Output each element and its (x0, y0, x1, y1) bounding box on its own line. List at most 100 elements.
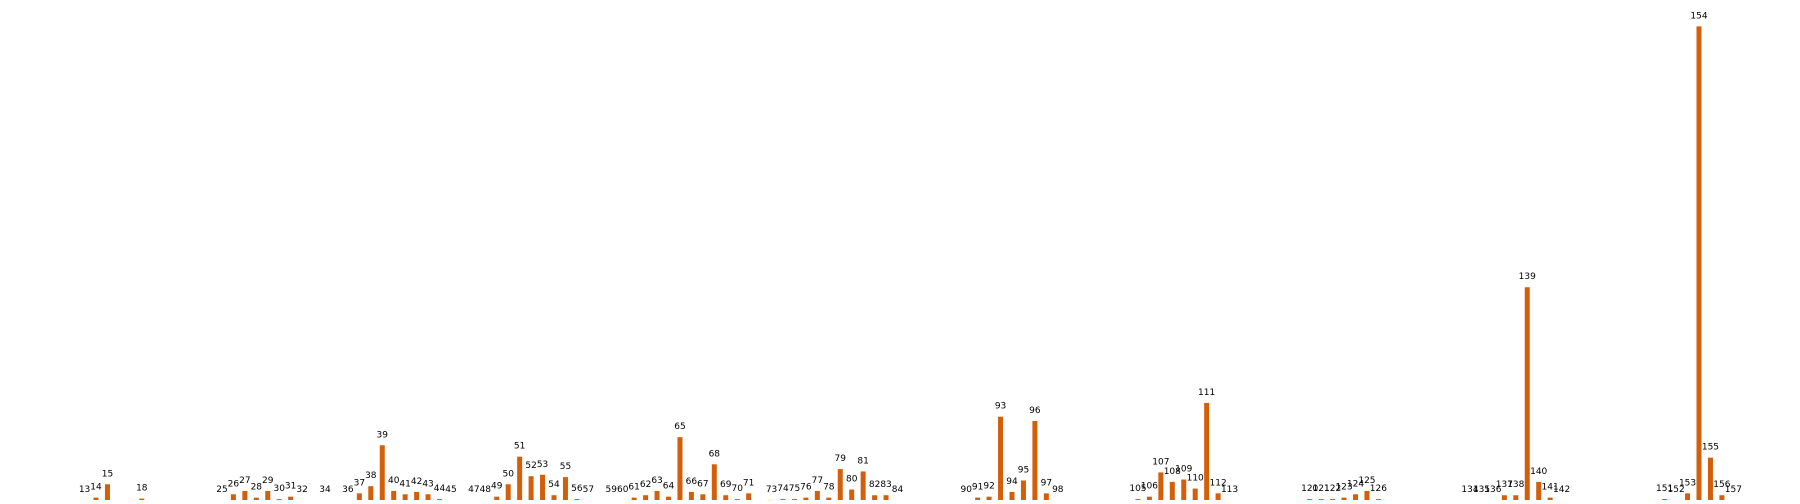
bar-111 (1204, 402, 1210, 500)
bar-50 (505, 484, 511, 500)
bar-label-62: 62 (640, 480, 651, 490)
bar-label-95: 95 (1018, 465, 1029, 475)
bar-31 (288, 496, 294, 500)
bar-label-40: 40 (388, 476, 400, 486)
bar-label-57: 57 (583, 485, 594, 495)
bar-69 (723, 495, 729, 500)
bar-label-98: 98 (1052, 485, 1064, 495)
bar-139 (1524, 287, 1530, 500)
bar-80 (849, 489, 855, 500)
bar-83 (883, 495, 889, 500)
bar-label-42: 42 (411, 477, 422, 487)
bar-125 (1364, 490, 1370, 500)
bar-label-84: 84 (892, 485, 904, 495)
bar-label-45: 45 (445, 485, 456, 495)
bar-label-123: 123 (1335, 483, 1352, 493)
bar-label-53: 53 (537, 460, 548, 470)
bar-62 (643, 495, 649, 500)
bar-124 (1353, 494, 1358, 500)
bar-26 (230, 494, 236, 500)
bar-55 (562, 477, 568, 500)
bar-label-26: 26 (228, 479, 240, 489)
bar-label-92: 92 (983, 482, 994, 492)
bar-label-106: 106 (1141, 482, 1158, 492)
bar-154 (1696, 26, 1702, 500)
bar-label-56: 56 (571, 484, 583, 494)
bar-label-49: 49 (491, 482, 503, 492)
bar-79 (837, 469, 843, 500)
bar-label-77: 77 (812, 476, 823, 486)
bar-label-59: 59 (606, 485, 618, 495)
bar-108 (1169, 481, 1175, 500)
bar-label-122: 122 (1324, 484, 1341, 494)
bar-label-113: 113 (1221, 485, 1238, 495)
bar-label-155: 155 (1702, 443, 1719, 453)
bar-label-79: 79 (835, 454, 847, 464)
bar-43 (425, 494, 431, 500)
bar-95 (1020, 480, 1026, 500)
bar-61 (631, 497, 637, 500)
bars-layer (93, 26, 1725, 500)
bar-label-156: 156 (1713, 480, 1730, 490)
bar-label-126: 126 (1370, 484, 1387, 494)
bar-18 (139, 498, 145, 500)
bar-label-153: 153 (1679, 478, 1696, 488)
bar-141 (1547, 497, 1553, 500)
bar-28 (253, 497, 259, 500)
bar-label-97: 97 (1041, 478, 1052, 488)
bar-label-82: 82 (869, 480, 880, 490)
bar-label-121: 121 (1313, 484, 1330, 494)
bar-label-154: 154 (1690, 11, 1707, 21)
bar-156 (1719, 495, 1725, 500)
bar-93 (998, 416, 1004, 500)
bar-label-105: 105 (1129, 484, 1146, 494)
bar-37 (356, 493, 362, 500)
bar-label-65: 65 (674, 422, 685, 432)
bar-81 (860, 471, 866, 500)
bar-label-74: 74 (777, 484, 789, 494)
bar-110 (1192, 488, 1198, 500)
bar-54 (551, 495, 557, 500)
bar-49 (494, 496, 500, 500)
bar-label-125: 125 (1358, 476, 1375, 486)
bar-label-34: 34 (319, 485, 331, 495)
bar-51 (517, 456, 523, 500)
bar-label-38: 38 (365, 471, 377, 481)
bar-label-80: 80 (846, 475, 858, 485)
bar-label-66: 66 (686, 477, 698, 487)
bar-82 (872, 495, 878, 500)
bar-label-52: 52 (525, 461, 536, 471)
bar-label-90: 90 (960, 485, 972, 495)
bar-label-81: 81 (857, 456, 868, 466)
bar-94 (1009, 491, 1015, 500)
bar-label-44: 44 (434, 484, 446, 494)
bar-label-83: 83 (880, 480, 891, 490)
bar-label-91: 91 (972, 483, 983, 493)
bar-52 (528, 476, 534, 500)
bar-label-120: 120 (1301, 484, 1318, 494)
bar-label-140: 140 (1530, 467, 1547, 477)
bar-label-69: 69 (720, 480, 732, 490)
bar-label-138: 138 (1507, 480, 1524, 490)
bar-label-151: 151 (1656, 484, 1673, 494)
bar-label-18: 18 (136, 484, 148, 494)
bar-label-15: 15 (102, 469, 113, 479)
bar-label-60: 60 (617, 485, 629, 495)
bar-label-41: 41 (399, 479, 410, 489)
bar-label-124: 124 (1347, 479, 1364, 489)
bar-label-109: 109 (1175, 465, 1192, 475)
bar-label-43: 43 (422, 479, 433, 489)
bar-label-51: 51 (514, 442, 525, 452)
bar-155 (1707, 457, 1713, 500)
bar-label-61: 61 (628, 483, 639, 493)
bar-label-110: 110 (1187, 474, 1204, 484)
bar-label-28: 28 (251, 483, 263, 493)
bar-label-96: 96 (1029, 406, 1041, 416)
bar-label-64: 64 (663, 482, 675, 492)
bar-label-134: 134 (1461, 485, 1478, 495)
bar-107 (1158, 472, 1164, 500)
bar-29 (265, 490, 271, 500)
